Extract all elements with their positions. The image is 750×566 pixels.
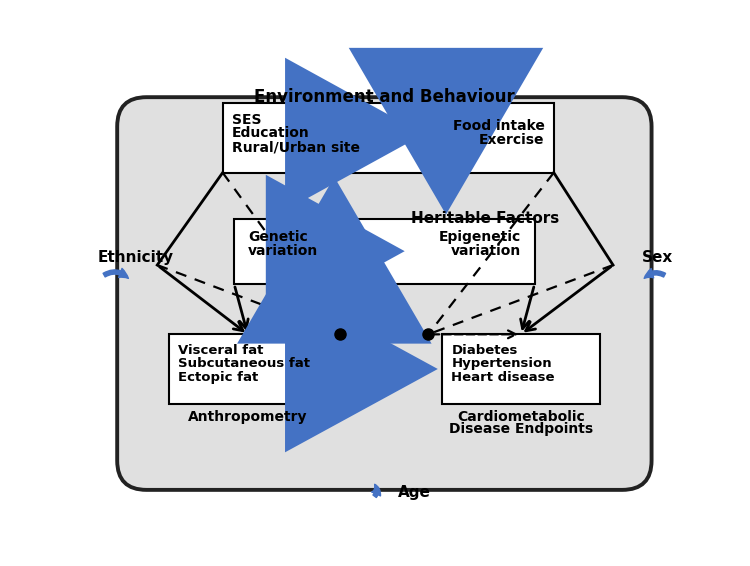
Text: Anthropometry: Anthropometry	[188, 410, 308, 424]
Text: SES: SES	[232, 113, 262, 127]
Text: Heritable Factors: Heritable Factors	[411, 211, 560, 226]
Text: Food intake: Food intake	[453, 119, 544, 133]
Bar	[169, 335, 327, 404]
Text: Education: Education	[232, 126, 310, 140]
Text: Heart disease: Heart disease	[452, 371, 555, 384]
Text: Ethnicity: Ethnicity	[98, 250, 174, 265]
Text: Cardiometabolic: Cardiometabolic	[458, 410, 585, 424]
FancyArrowPatch shape	[644, 268, 665, 278]
Text: Sex: Sex	[642, 250, 674, 265]
Text: Visceral fat: Visceral fat	[178, 344, 263, 357]
Text: Disease Endpoints: Disease Endpoints	[449, 422, 593, 436]
Text: Environment and Behaviour: Environment and Behaviour	[254, 88, 514, 106]
Bar	[234, 219, 535, 284]
Text: Rural/Urban site: Rural/Urban site	[232, 140, 360, 155]
Text: Hypertension: Hypertension	[452, 358, 552, 370]
Text: Diabetes: Diabetes	[452, 344, 518, 357]
Text: Ectopic fat: Ectopic fat	[178, 371, 258, 384]
Text: variation: variation	[451, 245, 520, 258]
Text: Epigenetic: Epigenetic	[439, 230, 520, 245]
Bar	[442, 335, 600, 404]
Text: variation: variation	[248, 245, 318, 258]
Bar	[223, 104, 554, 173]
Text: Age: Age	[398, 486, 430, 500]
FancyBboxPatch shape	[117, 97, 652, 490]
Text: Genetic: Genetic	[248, 230, 308, 245]
Text: Exercise: Exercise	[479, 132, 544, 147]
FancyArrowPatch shape	[371, 484, 380, 498]
Text: Subcutaneous fat: Subcutaneous fat	[178, 358, 310, 370]
FancyArrowPatch shape	[103, 268, 128, 278]
